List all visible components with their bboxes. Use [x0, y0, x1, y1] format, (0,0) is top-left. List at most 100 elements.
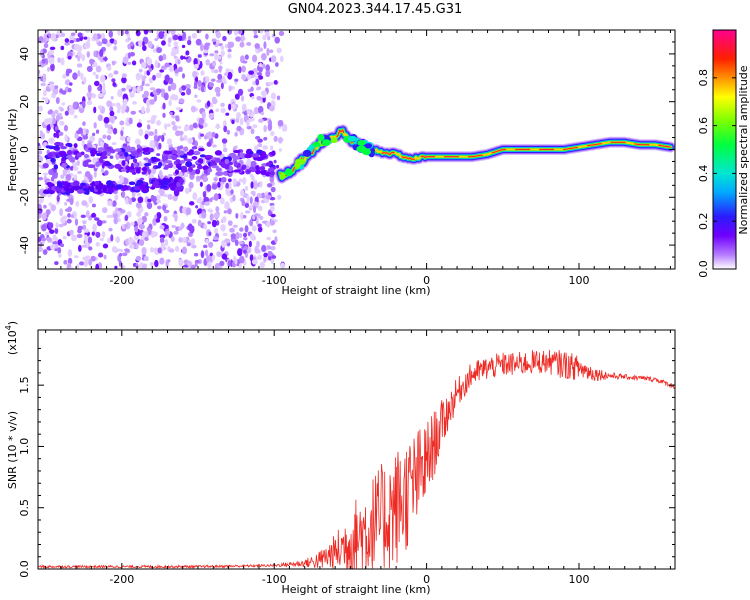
- spectrogram-noise-cell: [148, 131, 155, 136]
- x-tick-label: 100: [568, 573, 589, 586]
- spectrogram-noise-cell: [60, 243, 65, 248]
- spectrogram-band-cell: [186, 151, 194, 156]
- spectrogram-noise-cell: [148, 30, 153, 33]
- spectrogram-noise-cell: [100, 168, 105, 173]
- spectrogram-noise-cell: [159, 236, 165, 244]
- spectrogram-noise-cell: [239, 227, 244, 232]
- spectrogram-band-cell: [106, 162, 112, 166]
- spectrogram-noise-cell: [102, 134, 107, 139]
- spectrogram-noise-cell: [119, 175, 124, 184]
- spectrogram-band-cell: [133, 186, 140, 191]
- spectrogram-noise-cell: [70, 214, 75, 219]
- spectrogram-noise-cell: [230, 233, 237, 240]
- spectrogram-noise-cell: [41, 212, 47, 221]
- spectrogram-noise-cell: [60, 216, 66, 224]
- spectrogram-band-cell: [244, 153, 252, 159]
- spectrogram-noise-cell: [266, 236, 271, 241]
- spectrogram-noise-cell: [257, 226, 263, 233]
- spectrogram-noise-cell: [117, 105, 122, 111]
- spectrogram-noise-cell: [259, 215, 264, 221]
- spectrogram-noise-cell: [109, 115, 116, 123]
- spectrogram-noise-cell: [86, 100, 93, 106]
- spectrogram-noise-cell: [180, 85, 187, 91]
- spectrogram-noise-cell: [234, 145, 238, 150]
- spectrogram-noise-cell: [121, 103, 127, 111]
- spectrogram-noise-cell: [190, 264, 196, 269]
- spectrogram-band-cell: [143, 157, 149, 161]
- spectrogram-noise-cell: [97, 252, 104, 258]
- spectrogram-noise-cell: [75, 201, 80, 207]
- spectrogram-band-cell: [246, 169, 251, 174]
- spectrogram-noise-cell: [138, 40, 143, 48]
- spectrogram-noise-cell: [174, 214, 178, 223]
- spectrogram-noise-cell: [278, 148, 283, 152]
- spectrogram-noise-cell: [102, 82, 106, 91]
- spectrogram-band-cell: [136, 179, 144, 186]
- spectrogram-noise-cell: [41, 97, 46, 101]
- spectrogram-noise-cell: [123, 98, 128, 106]
- spectrogram-noise-cell: [244, 116, 248, 121]
- spectrogram-noise-cell: [88, 196, 94, 204]
- spectrogram-noise-cell: [77, 244, 82, 252]
- spectrogram-noise-cell: [241, 73, 247, 81]
- spectrogram-noise-cell: [277, 119, 284, 127]
- spectrogram-noise-cell: [46, 123, 51, 131]
- spectrogram-noise-cell: [71, 234, 77, 242]
- spectrogram-noise-cell: [59, 120, 65, 126]
- spectrogram-noise-cell: [279, 55, 284, 63]
- spectrogram-noise-cell: [244, 203, 250, 208]
- spectrogram-noise-cell: [38, 246, 44, 253]
- spectrogram-noise-cell: [38, 145, 42, 149]
- spectrogram-noise-cell: [186, 242, 192, 247]
- spectrogram-noise-cell: [234, 239, 239, 247]
- spectrogram-track-blob: [302, 149, 312, 157]
- spectrogram-noise-cell: [138, 224, 145, 230]
- spectrogram-noise-cell: [220, 224, 226, 232]
- spectrogram-noise-cell: [69, 82, 73, 86]
- spectrogram-noise-cell: [194, 94, 198, 99]
- spectrogram-noise-cell: [234, 258, 238, 265]
- spectrogram-band-cell: [187, 166, 193, 172]
- spectrogram-band-cell: [170, 149, 178, 154]
- spectrogram-noise-cell: [248, 70, 255, 75]
- spectrogram-noise-cell: [234, 132, 238, 137]
- spectrogram-noise-cell: [225, 182, 229, 190]
- spectrogram-band-cell: [215, 167, 222, 172]
- spectrogram-noise-cell: [62, 168, 67, 176]
- spectrogram-noise-cell: [220, 50, 225, 57]
- spectrogram-noise-cell: [163, 92, 169, 101]
- spectrogram-noise-cell: [72, 72, 78, 80]
- spectrogram-noise-cell: [206, 254, 210, 263]
- spectrogram-noise-cell: [204, 201, 210, 206]
- spectrogram-band-cell: [60, 146, 67, 150]
- spectrogram-noise-cell: [246, 119, 250, 127]
- spectrogram-band-cell: [203, 169, 208, 175]
- spectrogram-noise-cell: [216, 91, 221, 97]
- spectrogram-band-cell: [90, 150, 98, 155]
- spectrogram-noise-cell: [236, 111, 241, 120]
- spectrogram-band-cell: [161, 155, 169, 161]
- spectrogram-noise-cell: [250, 128, 255, 135]
- spectrogram-noise-cell: [92, 33, 98, 41]
- spectrogram-noise-cell: [93, 50, 97, 58]
- spectrogram-noise-cell: [42, 76, 47, 83]
- spectrogram-noise-cell: [91, 203, 96, 208]
- spectrogram-noise-cell: [281, 124, 288, 132]
- spectrogram-noise-cell: [126, 136, 131, 142]
- spectrogram-noise-cell: [153, 196, 157, 201]
- spectrogram-noise-cell: [192, 192, 198, 201]
- spectrogram-noise-cell: [93, 106, 97, 114]
- spectrogram-noise-cell: [208, 197, 213, 203]
- spectrogram-noise-cell: [215, 206, 220, 213]
- spectrogram-band-cell: [42, 163, 49, 169]
- spectrogram-band-cell: [119, 155, 126, 159]
- spectrogram-noise-cell: [85, 128, 89, 135]
- spectrogram-noise-cell: [224, 201, 230, 210]
- spectrogram-noise-cell: [210, 78, 216, 82]
- spectrogram-noise-cell: [156, 120, 162, 126]
- spectrogram-x-label: Height of straight line (km): [281, 284, 430, 297]
- spectrogram-band-cell: [130, 146, 136, 152]
- spectrogram-noise-cell: [162, 132, 167, 136]
- spectrogram-noise-cell: [211, 68, 215, 73]
- snr-x-label: Height of straight line (km): [281, 583, 430, 596]
